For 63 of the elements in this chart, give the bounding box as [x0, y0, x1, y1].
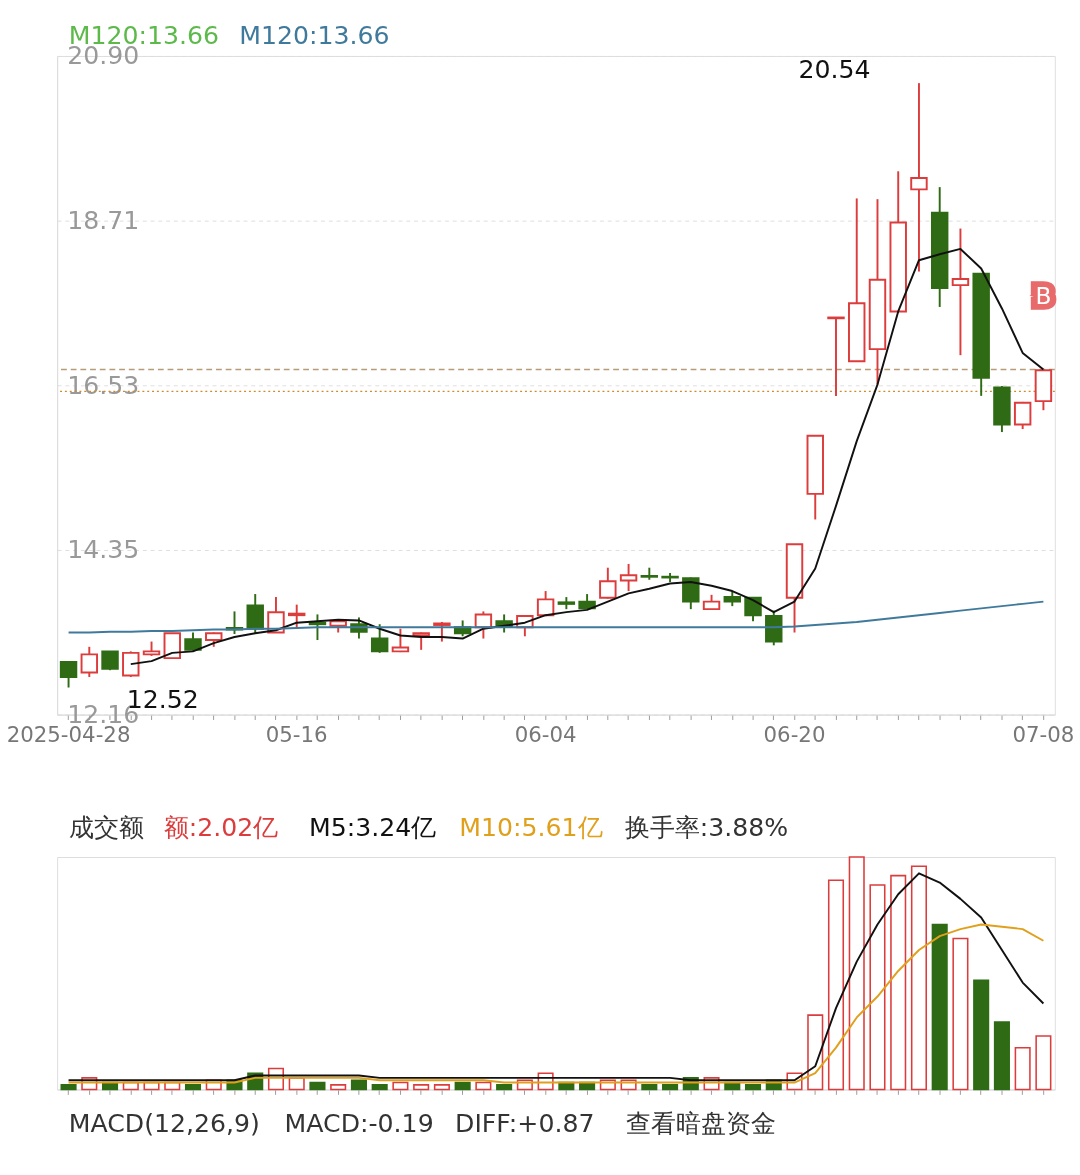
bar [454, 1081, 471, 1091]
bar [890, 874, 907, 1091]
bar [433, 1084, 450, 1091]
y-tick-label: 14.35 [67, 534, 140, 564]
candlestick [59, 660, 78, 689]
text: 额:2.02亿 [163, 812, 279, 842]
text: M120:13.66 [239, 21, 390, 51]
x-tick-label: 06-20 [763, 722, 826, 748]
bar [475, 1081, 492, 1091]
bar [827, 879, 845, 1091]
candlestick [122, 650, 140, 678]
bar [620, 1079, 637, 1091]
candlestick [536, 590, 555, 617]
candlestick [619, 562, 638, 593]
text: 换手率:3.88% [624, 812, 789, 842]
bar [413, 1084, 430, 1091]
text: M10:5.61亿 [459, 812, 603, 842]
bar [848, 856, 865, 1091]
text: DIFF:+0.87 [455, 1109, 595, 1139]
candlestick [370, 623, 389, 654]
bar [330, 1084, 347, 1091]
bar [973, 979, 990, 1091]
x-tick-label: 06-04 [514, 722, 577, 748]
text: M5:3.24亿 [308, 812, 437, 842]
bar [309, 1081, 326, 1091]
annotation: 20.54 [798, 55, 871, 85]
bar [952, 937, 969, 1091]
bar [60, 1084, 77, 1091]
bar [599, 1079, 616, 1091]
bar [662, 1084, 679, 1091]
bar [392, 1081, 409, 1091]
candlestick [246, 593, 264, 635]
bar [807, 1014, 824, 1091]
candlestick [951, 227, 970, 357]
bar [931, 923, 948, 1091]
bar [184, 1084, 202, 1091]
bar [516, 1079, 533, 1091]
bar [744, 1084, 762, 1091]
bar [496, 1084, 513, 1091]
text: 查看暗盘资金 [625, 1109, 776, 1139]
candlestick [682, 576, 700, 611]
x-tick-label: 07-08 [1012, 722, 1075, 748]
candlestick [1013, 400, 1032, 430]
x-tick-label: 05-16 [265, 722, 328, 748]
bar [350, 1079, 367, 1091]
bar [371, 1084, 388, 1091]
bar [910, 865, 927, 1091]
bar [869, 884, 886, 1091]
text: MACD:-0.19 [284, 1109, 434, 1139]
chart-title: 成交额 [68, 812, 144, 842]
bar [1014, 1046, 1031, 1091]
candlestick [910, 82, 928, 273]
bar [1035, 1035, 1052, 1091]
candlestick [287, 603, 306, 629]
y-tick-label: 16.53 [67, 370, 140, 400]
line-series [67, 600, 1045, 634]
y-tick-label: 18.71 [67, 206, 140, 236]
candlestick [599, 566, 617, 600]
annotation: B [1035, 282, 1052, 310]
candlestick [80, 645, 99, 678]
bar [993, 1021, 1010, 1091]
bar [641, 1084, 658, 1091]
text: MACD(12,26,9) [68, 1109, 260, 1139]
